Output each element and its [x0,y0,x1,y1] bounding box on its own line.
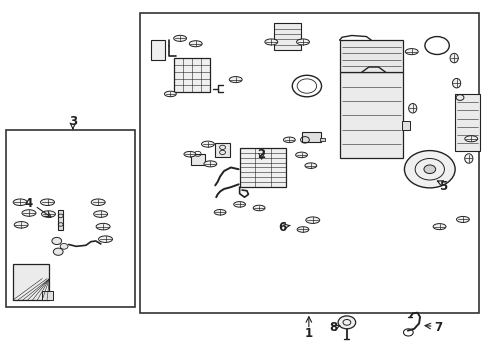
Ellipse shape [203,161,216,167]
Ellipse shape [201,141,214,147]
Ellipse shape [408,104,416,113]
Ellipse shape [96,223,110,230]
Bar [58,211,63,230]
Text: 7: 7 [434,321,442,334]
Text: 2: 2 [257,148,265,161]
Ellipse shape [449,53,457,63]
Ellipse shape [173,35,186,41]
Ellipse shape [13,199,27,206]
Ellipse shape [214,210,225,215]
Circle shape [404,150,454,188]
Ellipse shape [305,217,319,224]
Ellipse shape [91,199,105,206]
Bar [151,40,164,60]
Ellipse shape [99,236,112,242]
Bar [215,143,229,157]
Ellipse shape [305,163,316,168]
Bar [339,40,402,72]
Bar [239,148,285,187]
Ellipse shape [233,202,245,207]
Bar [42,291,53,300]
Ellipse shape [41,211,55,217]
Ellipse shape [451,78,460,88]
Circle shape [60,243,68,249]
Circle shape [337,316,355,329]
Bar [5,130,135,307]
Ellipse shape [253,205,264,211]
Bar [273,23,300,50]
Bar [190,154,204,165]
Text: 4: 4 [25,197,33,210]
Ellipse shape [229,77,242,82]
Ellipse shape [189,41,202,47]
Circle shape [53,248,63,255]
Text: 5: 5 [438,180,447,193]
Ellipse shape [296,39,309,45]
Ellipse shape [183,152,195,157]
Circle shape [423,165,435,174]
Bar [320,138,325,141]
Ellipse shape [41,199,54,206]
Bar [302,132,320,142]
Ellipse shape [22,210,36,216]
Text: 6: 6 [278,221,286,234]
Bar [454,94,479,151]
Ellipse shape [405,49,417,55]
Bar [401,121,409,130]
Ellipse shape [94,211,107,217]
Ellipse shape [456,216,468,222]
Circle shape [52,237,61,244]
Ellipse shape [464,154,472,163]
Text: 1: 1 [304,327,312,340]
Ellipse shape [464,136,477,142]
Ellipse shape [283,137,295,143]
Bar [140,13,478,313]
Ellipse shape [164,91,176,97]
Ellipse shape [432,224,445,230]
Ellipse shape [264,39,277,45]
Ellipse shape [297,227,308,232]
Text: 3: 3 [69,116,77,129]
Bar [173,58,210,92]
Bar [339,72,402,158]
Ellipse shape [295,152,307,158]
Text: 8: 8 [328,321,337,334]
Bar [13,264,49,300]
Ellipse shape [14,221,28,228]
